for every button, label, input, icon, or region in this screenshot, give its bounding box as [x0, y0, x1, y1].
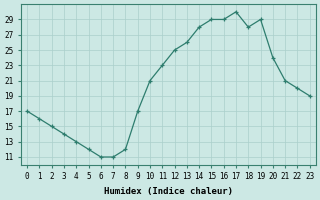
X-axis label: Humidex (Indice chaleur): Humidex (Indice chaleur) — [104, 187, 233, 196]
